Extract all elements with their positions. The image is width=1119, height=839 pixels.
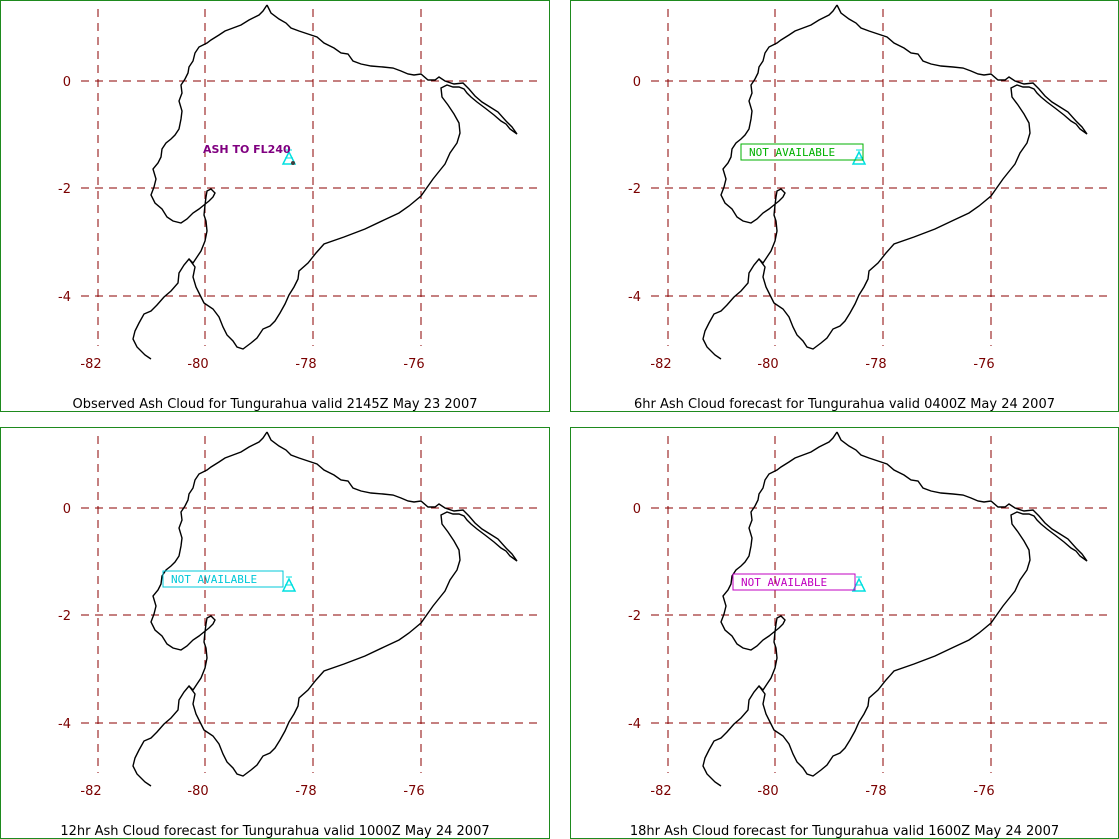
panel-caption: 6hr Ash Cloud forecast for Tungurahua va… — [634, 397, 1055, 412]
ash-cloud-label: ASH TO FL240 — [203, 143, 291, 156]
longitude-tick-label: -82 — [80, 784, 101, 799]
longitude-tick-label: -80 — [757, 357, 778, 372]
ash-marker — [291, 161, 295, 165]
latitude-tick-label: -2 — [628, 182, 641, 197]
longitude-tick-label: -80 — [187, 357, 208, 372]
map-svg: -82 -80 -78 -76 0 -2 -4 ASH TO FL240 — [58, 4, 541, 372]
not-available-label: NOT AVAILABLE — [749, 146, 835, 159]
coastline-line — [720, 4, 838, 265]
longitude-tick-label: -76 — [973, 784, 994, 799]
country-border-line — [702, 431, 1088, 787]
volcano-triangle-icon — [851, 149, 867, 165]
latitude-tick-label: 0 — [633, 75, 641, 90]
latitude-tick-label: -2 — [58, 609, 71, 624]
latitude-tick-label: 0 — [63, 502, 71, 517]
map-panel-18hr-forecast: -82 -80 -78 -76 0 -2 -4 NOT AVAILABLE 18hr Ash … — [570, 427, 1119, 839]
map-svg: -82 -80 -78 -76 0 -2 -4 NOT AVAILABLE — [58, 431, 541, 799]
map-panel-6hr-forecast: -82 -80 -78 -76 0 -2 -4 NOT AVAILABLE 6hr Ash C… — [570, 0, 1119, 412]
volcano-triangle-icon — [281, 576, 297, 592]
longitude-tick-label: -82 — [650, 784, 671, 799]
latitude-tick-label: -4 — [628, 717, 641, 732]
longitude-tick-label: -78 — [295, 357, 316, 372]
not-available-label: NOT AVAILABLE — [171, 573, 257, 586]
not-available-box — [732, 573, 856, 591]
longitude-tick-label: -78 — [865, 784, 886, 799]
volcano-triangle-icon — [851, 576, 867, 592]
map-svg: -82 -80 -78 -76 0 -2 -4 NOT AVAILABLE — [628, 4, 1111, 372]
longitude-tick-label: -76 — [403, 784, 424, 799]
longitude-tick-label: -76 — [403, 357, 424, 372]
not-available-label: NOT AVAILABLE — [741, 576, 827, 589]
coastline-line — [720, 431, 838, 692]
not-available-box — [740, 143, 864, 161]
panel-caption: 12hr Ash Cloud forecast for Tungurahua v… — [60, 824, 490, 839]
volcano-triangle-icon — [281, 149, 297, 165]
longitude-tick-label: -80 — [187, 784, 208, 799]
country-border-line — [132, 4, 518, 360]
country-border-line — [702, 4, 1088, 360]
map-svg: -82 -80 -78 -76 0 -2 -4 NOT AVAILABLE — [628, 431, 1111, 799]
panel-caption: Observed Ash Cloud for Tungurahua valid … — [72, 397, 478, 412]
coastline-line — [150, 4, 268, 265]
longitude-tick-label: -78 — [295, 784, 316, 799]
not-available-box — [162, 570, 284, 588]
latitude-tick-label: -2 — [58, 182, 71, 197]
latitude-tick-label: -4 — [628, 290, 641, 305]
latitude-tick-label: -2 — [628, 609, 641, 624]
map-panel-observed: -82 -80 -78 -76 0 -2 -4 ASH TO FL240 Observed A… — [0, 0, 550, 412]
country-border-line — [132, 431, 518, 787]
map-panel-12hr-forecast: -82 -80 -78 -76 0 -2 -4 NOT AVAILABLE 12hr Ash … — [0, 427, 550, 839]
latitude-tick-label: 0 — [63, 75, 71, 90]
latitude-tick-label: -4 — [58, 717, 71, 732]
longitude-tick-label: -78 — [865, 357, 886, 372]
longitude-tick-label: -82 — [650, 357, 671, 372]
latitude-tick-label: -4 — [58, 290, 71, 305]
longitude-tick-label: -80 — [757, 784, 778, 799]
coastline-line — [150, 431, 268, 692]
latitude-tick-label: 0 — [633, 502, 641, 517]
longitude-tick-label: -82 — [80, 357, 101, 372]
panel-caption: 18hr Ash Cloud forecast for Tungurahua v… — [629, 824, 1060, 839]
longitude-tick-label: -76 — [973, 357, 994, 372]
